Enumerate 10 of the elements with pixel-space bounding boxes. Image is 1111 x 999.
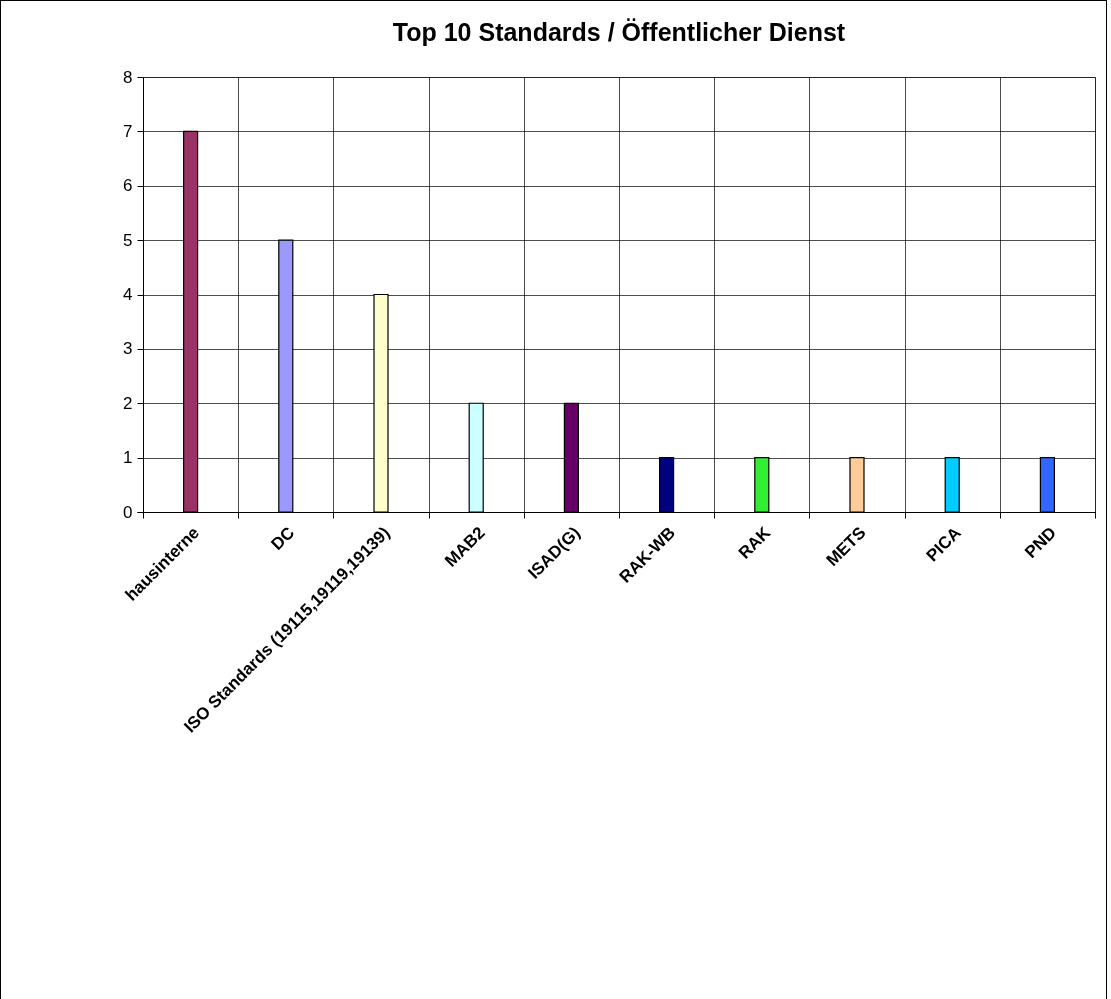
y-tick-label: 8 [123, 67, 133, 87]
y-tick-label: 7 [123, 121, 133, 141]
y-tick-label: 0 [123, 502, 133, 522]
y-tick-label: 2 [123, 393, 133, 413]
chart-title: Top 10 Standards / Öffentlicher Dienst [392, 18, 846, 46]
y-tick-label: 5 [123, 230, 133, 250]
y-tick-label: 4 [123, 285, 133, 304]
y-tick-label: 3 [123, 339, 133, 359]
y-tick-label: 1 [123, 448, 133, 468]
y-tick-label: 6 [123, 176, 133, 196]
